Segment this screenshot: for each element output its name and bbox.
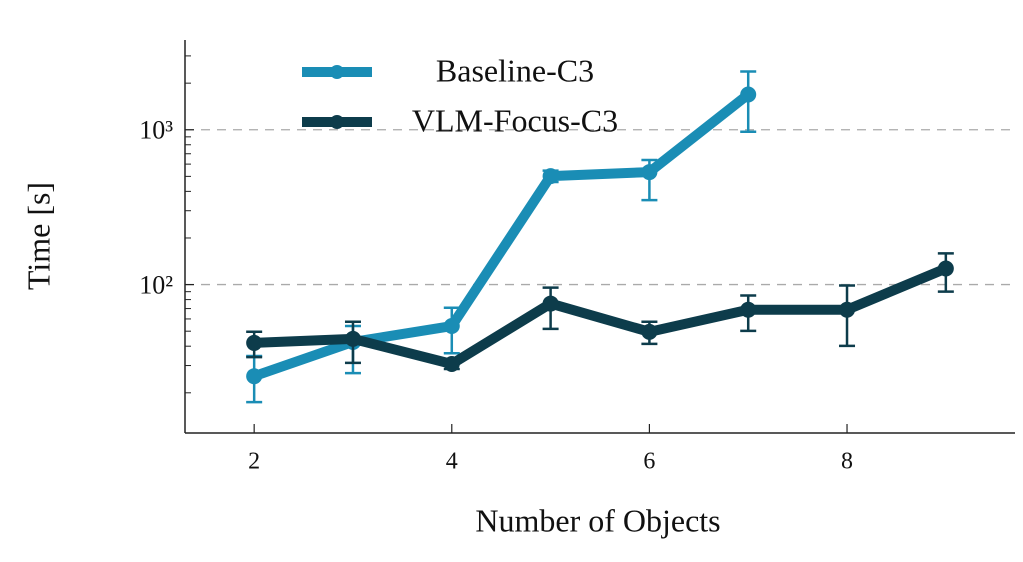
point <box>937 260 954 277</box>
x-tick-label: 4 <box>446 449 458 475</box>
series-line <box>252 90 752 381</box>
point <box>443 355 460 372</box>
point <box>344 330 361 347</box>
y-tick-label: 10³ <box>139 116 173 145</box>
y-tick-label: 10² <box>139 271 173 300</box>
y-axis-label: Time [s] <box>20 182 56 290</box>
x-tick-label: 6 <box>643 449 655 475</box>
point <box>246 334 263 351</box>
point <box>740 301 757 318</box>
legend-label: VLM-Focus-C3 <box>412 102 618 138</box>
point <box>246 368 263 385</box>
point <box>641 323 658 340</box>
point <box>740 86 757 103</box>
legend-marker <box>330 115 344 129</box>
point <box>641 164 658 181</box>
legend-label: Baseline-C3 <box>436 52 594 88</box>
point <box>542 295 559 312</box>
series-line <box>253 263 948 369</box>
x-tick-label: 2 <box>248 449 260 475</box>
x-axis-label: Number of Objects <box>475 502 720 538</box>
point <box>839 301 856 318</box>
x-tick-label: 8 <box>841 449 853 475</box>
point <box>542 168 559 185</box>
legend-marker <box>330 65 344 79</box>
point <box>443 318 460 335</box>
